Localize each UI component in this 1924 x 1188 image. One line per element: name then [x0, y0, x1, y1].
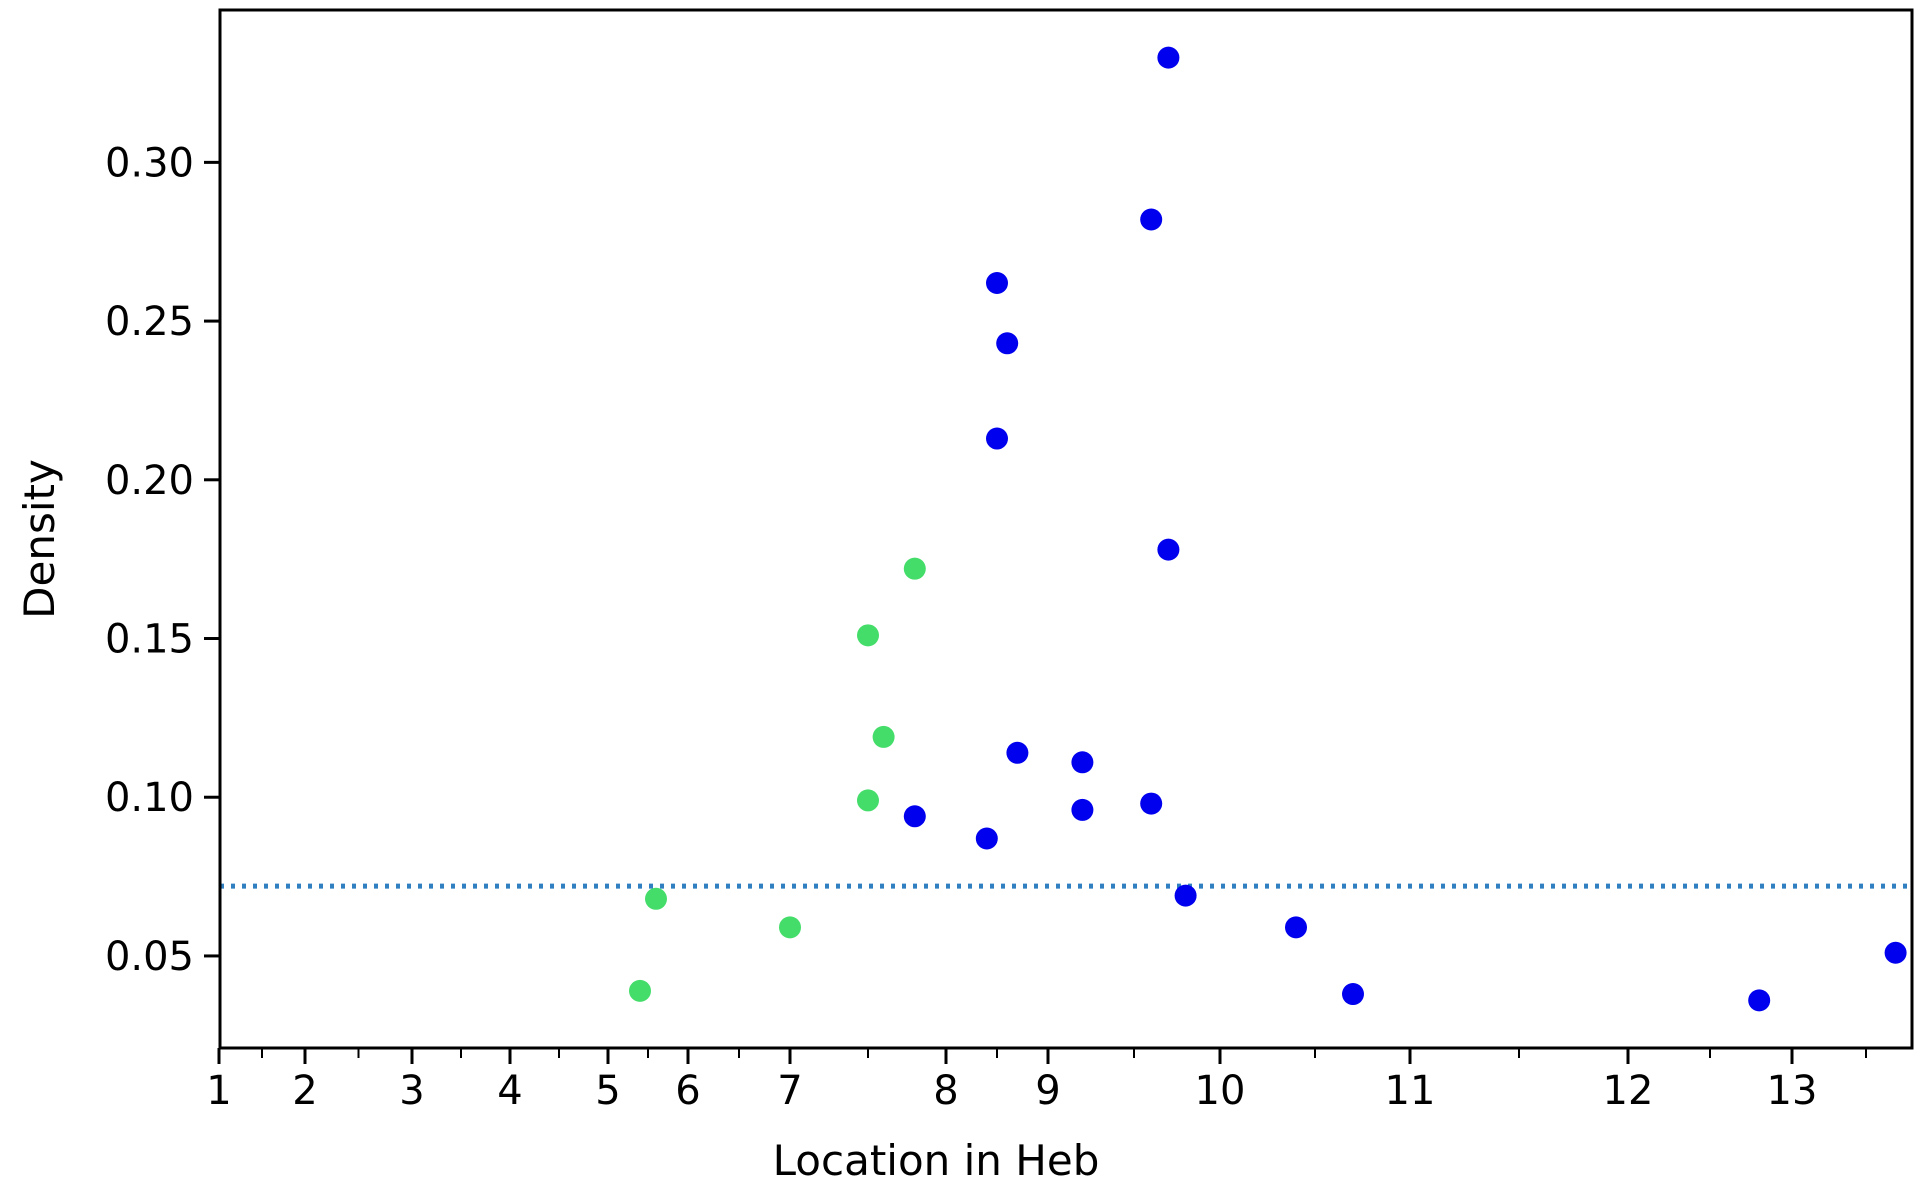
data-point [975, 827, 998, 850]
x-tick-label: 2 [292, 1068, 317, 1114]
plot-frame [218, 8, 1914, 1050]
data-point [1174, 884, 1197, 907]
x-tick-label: 11 [1385, 1068, 1436, 1114]
x-tick-label: 9 [1035, 1068, 1060, 1114]
data-point [779, 916, 801, 939]
data-point [1748, 989, 1771, 1012]
data-point [1884, 941, 1907, 964]
data-point [1071, 798, 1094, 821]
data-points-layer [629, 46, 1907, 1012]
data-point [1071, 751, 1094, 774]
x-axis: 1 2 3 4 5 6 7 8 9 10 11 12 13 [206, 1048, 1867, 1114]
y-axis-label: Density [15, 459, 64, 619]
data-point [1157, 538, 1180, 561]
data-point [996, 332, 1019, 355]
data-point [872, 725, 895, 748]
data-point [903, 557, 926, 580]
data-point [1157, 46, 1180, 69]
x-tick-label: 5 [595, 1068, 620, 1114]
x-tick-label: 10 [1195, 1068, 1246, 1114]
data-point [1140, 792, 1163, 815]
data-point [1285, 916, 1307, 939]
y-tick-label: 0.25 [105, 299, 194, 345]
x-tick-label: 4 [497, 1068, 522, 1114]
data-point [1342, 983, 1364, 1006]
data-point [986, 271, 1008, 294]
x-tick-label: 7 [777, 1068, 802, 1114]
y-tick-label: 0.10 [105, 775, 194, 821]
data-point [629, 979, 651, 1002]
x-tick-label: 1 [206, 1068, 231, 1114]
data-point [857, 789, 879, 812]
y-tick-label: 0.05 [105, 934, 194, 980]
y-tick-label: 0.30 [105, 140, 194, 186]
x-tick-label: 13 [1767, 1068, 1818, 1114]
data-point [986, 427, 1008, 450]
x-tick-label: 8 [933, 1068, 958, 1114]
y-tick-label: 0.15 [105, 617, 194, 663]
x-tick-label: 6 [675, 1068, 700, 1114]
y-axis: 0.05 0.10 0.15 0.20 0.25 0.30 [105, 140, 220, 980]
x-tick-label: 12 [1603, 1068, 1654, 1114]
data-point [1006, 741, 1029, 764]
x-tick-label: 3 [399, 1068, 424, 1114]
data-point [645, 887, 667, 910]
data-point [903, 805, 926, 828]
y-tick-label: 0.20 [105, 458, 194, 504]
data-point [857, 624, 879, 647]
data-point [1140, 208, 1163, 231]
x-axis-label: Location in Heb [773, 1136, 1100, 1183]
